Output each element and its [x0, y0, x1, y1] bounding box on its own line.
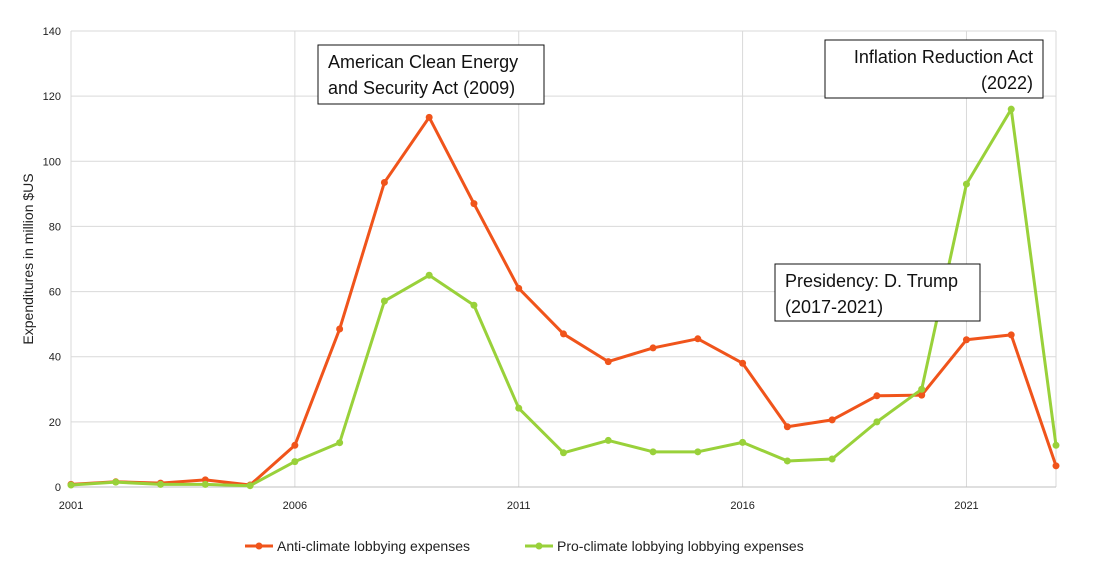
data-point	[783, 423, 791, 431]
data-point	[112, 478, 120, 486]
data-point	[649, 344, 657, 352]
data-point	[425, 113, 433, 121]
data-point	[649, 448, 657, 456]
data-point	[739, 359, 747, 367]
data-point	[694, 448, 702, 456]
x-tick-label: 2021	[954, 500, 978, 512]
data-point	[560, 449, 567, 457]
data-point	[560, 330, 567, 338]
data-point	[918, 391, 926, 399]
data-point	[1007, 331, 1015, 339]
data-point	[918, 385, 926, 393]
y-tick-label: 0	[55, 482, 61, 494]
series-lines	[67, 105, 1060, 490]
data-point	[1052, 462, 1060, 470]
annotation-box	[774, 263, 981, 322]
data-point	[336, 325, 344, 333]
annotations: American Clean Energy and Security Act (2…	[317, 39, 1044, 322]
data-point	[828, 455, 836, 463]
legend-marker	[535, 542, 543, 550]
x-tick-label: 2001	[59, 500, 83, 512]
legend-label: Anti-climate lobbying expenses	[277, 538, 470, 554]
annotation-box	[317, 44, 545, 105]
annotation-text: American Clean Energy	[328, 52, 518, 72]
data-point	[380, 178, 388, 186]
legend-label: Pro-climate lobbying lobbying expenses	[557, 538, 804, 554]
x-axis-ticks: 2001 2006 2011 2016 2021	[59, 500, 979, 512]
data-point	[67, 481, 75, 489]
data-point	[604, 358, 612, 366]
y-tick-label: 40	[49, 352, 61, 364]
y-tick-label: 80	[49, 221, 61, 233]
data-point	[291, 458, 299, 466]
data-point	[962, 180, 970, 188]
data-point	[157, 480, 165, 488]
data-point	[515, 404, 523, 412]
data-point	[246, 482, 254, 490]
y-tick-label: 20	[49, 417, 61, 429]
y-tick-label: 60	[49, 287, 61, 299]
x-tick-label: 2016	[730, 500, 754, 512]
data-point	[962, 336, 970, 344]
data-point	[470, 301, 478, 309]
x-tick-label: 2006	[283, 500, 307, 512]
x-tick-label: 2011	[507, 500, 531, 512]
data-point	[425, 271, 433, 279]
annotation-text: (2022)	[981, 73, 1033, 93]
y-axis-label: Expenditures in million $US	[20, 173, 36, 344]
data-point	[873, 392, 881, 400]
data-point	[873, 418, 881, 426]
data-point	[828, 416, 836, 424]
annotation-text: and Security Act (2009)	[328, 78, 515, 98]
data-point	[694, 335, 702, 343]
data-point	[1052, 441, 1060, 449]
data-point	[604, 436, 612, 444]
y-tick-label: 120	[43, 91, 61, 103]
data-point	[291, 441, 299, 449]
legend: Anti-climate lobbying expenses Pro-climat…	[245, 538, 804, 554]
y-tick-label: 100	[43, 156, 61, 168]
legend-marker	[255, 542, 263, 550]
data-point	[1007, 105, 1015, 113]
y-axis-ticks: 0 20 40 60 80 100 120 140	[43, 26, 61, 494]
data-point	[336, 439, 344, 447]
data-point	[201, 480, 209, 488]
data-point	[470, 200, 478, 208]
data-point	[783, 457, 791, 465]
grid-lines	[70, 30, 1057, 488]
data-point	[515, 284, 523, 292]
data-point	[380, 297, 388, 305]
annotation-text: (2017-2021)	[785, 297, 883, 317]
y-tick-label: 140	[43, 26, 61, 38]
data-point	[739, 438, 747, 446]
annotation-text: Inflation Reduction Act	[854, 47, 1033, 67]
annotation-box	[824, 39, 1044, 99]
annotation-text: Presidency: D. Trump	[785, 271, 958, 291]
